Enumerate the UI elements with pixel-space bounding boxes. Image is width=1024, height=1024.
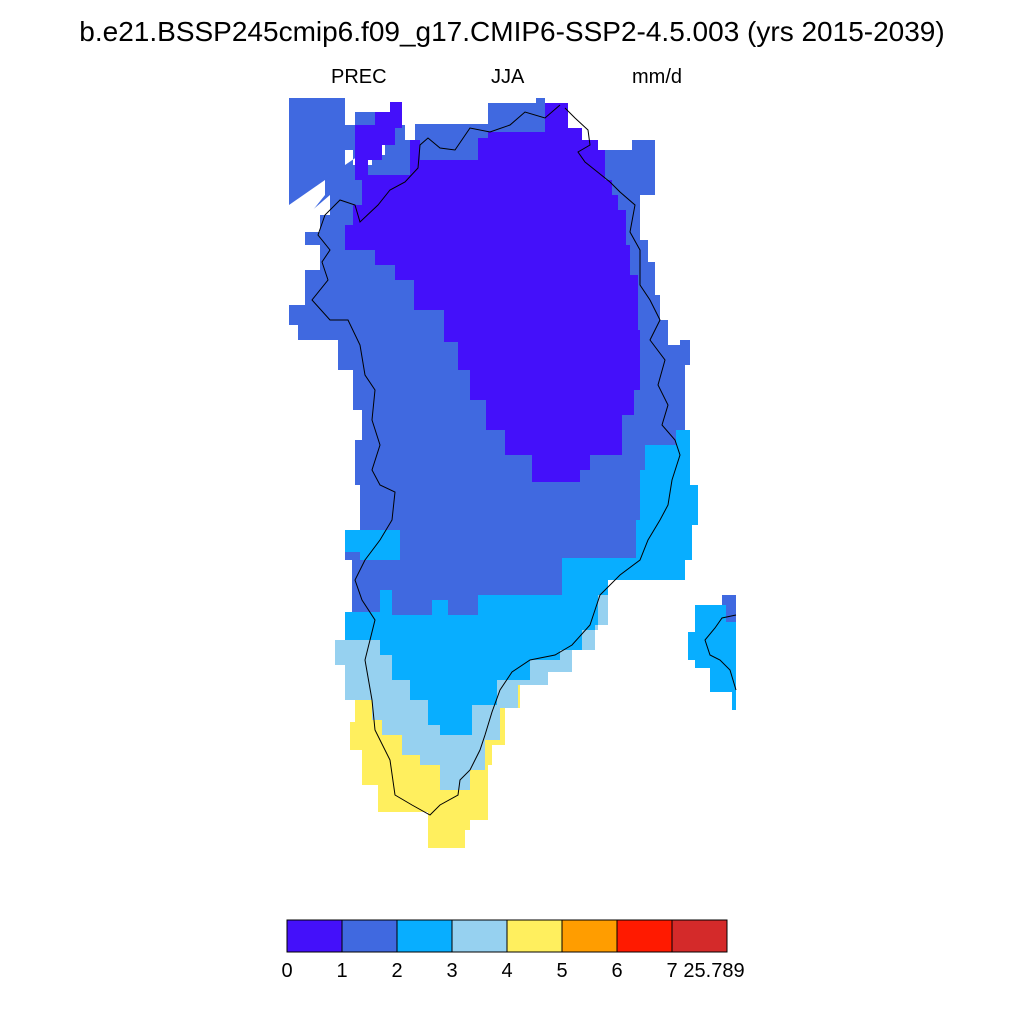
- precip-region-2-3: [345, 430, 698, 735]
- coastline: [311, 104, 681, 816]
- colorbar-cell-3: [451, 919, 508, 953]
- colorbar-cell-1: [341, 919, 398, 953]
- colorbar-tick-label: 0: [281, 960, 293, 982]
- colorbar-cell-2: [396, 919, 453, 953]
- colorbar-cell-4: [506, 919, 563, 953]
- units-label: mm/d: [632, 66, 682, 88]
- colorbar-cell-0: [286, 919, 343, 953]
- precip-region-2-3-west: [345, 530, 400, 560]
- colorbar-tick-label: 3: [446, 960, 458, 982]
- precip-region-4-5: [350, 685, 520, 848]
- colorbar-cell-7: [671, 919, 728, 953]
- colorbar-tick-label: 1: [336, 960, 348, 982]
- colorbar-tick-label: 2: [391, 960, 403, 982]
- colorbar-tick-label: 4: [501, 960, 513, 982]
- colorbar-tick-label: 6: [611, 960, 623, 982]
- colorbar-tick-label: 25.789: [683, 960, 745, 982]
- colorbar-cell-5: [561, 919, 618, 953]
- plot-title: b.e21.BSSP245cmip6.f09_g17.CMIP6-SSP2-4.…: [79, 16, 945, 47]
- season-label: JJA: [491, 66, 525, 88]
- precip-region-0-1: [345, 102, 640, 482]
- coastline-east: [704, 614, 737, 691]
- precip-region-east-patch: [688, 595, 736, 710]
- open-gap-nw2: [398, 108, 415, 140]
- colorbar-cell-6: [616, 919, 673, 953]
- precip-region-3-4: [335, 595, 608, 790]
- open-gap-nw3: [289, 180, 325, 240]
- colorbar-tick-label: 7: [666, 960, 678, 982]
- variable-label: PREC: [331, 66, 387, 88]
- colorbar-tick-label: 5: [556, 960, 568, 982]
